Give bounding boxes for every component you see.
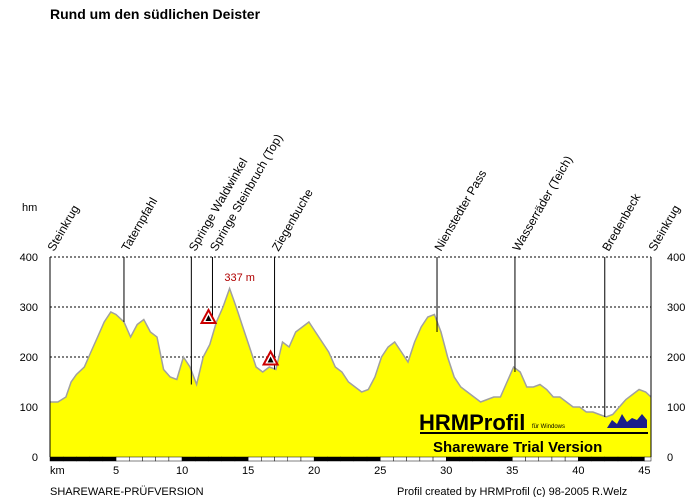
y-tick-label: 0	[32, 452, 38, 464]
x-tick-label: 10	[176, 465, 188, 477]
peak-annotation: 337 m	[224, 272, 255, 284]
y-tick-label-right: 100	[667, 402, 685, 414]
y-tick-label-right: 200	[667, 352, 685, 364]
x-scale-segment	[247, 456, 262, 462]
x-scale-segment	[155, 456, 170, 462]
x-scale-segment	[76, 456, 90, 462]
logo-subtitle: Shareware Trial Version	[433, 439, 602, 456]
y-tick-label-right: 400	[667, 252, 685, 264]
x-tick-label: 5	[113, 465, 119, 477]
waypoint-label: Ziegenbuche	[269, 186, 316, 253]
x-scale-segment	[195, 456, 209, 462]
x-scale-segment	[300, 456, 315, 462]
chart-title: Rund um den südlichen Deister	[50, 6, 261, 22]
x-tick-label: 45	[638, 465, 650, 477]
x-scale-segment	[208, 456, 222, 462]
elevation-line	[50, 286, 652, 418]
x-scale-segment	[525, 456, 539, 462]
y-tick-label: 400	[20, 252, 38, 264]
x-scale-segment	[115, 456, 130, 462]
warning-marker-inner	[267, 356, 274, 363]
x-scale-segment	[630, 456, 645, 462]
x-scale-segment	[102, 456, 117, 462]
x-scale-segment	[591, 456, 606, 462]
x-scale-segment	[62, 456, 77, 462]
x-scale-segment	[142, 456, 156, 462]
hrmprofil-logo: HRMProfil für Windows Shareware Trial Ve…	[419, 410, 648, 456]
x-scale-segment	[393, 456, 407, 462]
warning-marker-inner	[205, 315, 212, 321]
plot-area: 0 0 100 100 200 200 300 300 400 400 km 5 10 15 20 25 30 3…	[20, 132, 686, 477]
footer-right: Profil created by HRMProfil (c) 98-2005 …	[397, 486, 627, 497]
logo-small-text: für Windows	[532, 424, 565, 430]
x-scale-segment	[313, 456, 328, 462]
x-scale-segment	[432, 456, 447, 462]
waypoint-label: Bredenbeck	[599, 190, 644, 253]
x-scale-segment	[379, 456, 394, 462]
y-axis-label: hm	[22, 202, 37, 214]
x-tick-label: 35	[506, 465, 518, 477]
x-scale-segment	[49, 456, 64, 462]
x-scale-segment	[340, 456, 355, 462]
x-scale-segment	[366, 456, 381, 462]
y-tick-label: 100	[20, 402, 38, 414]
waypoint-label: Nienstedter Pass	[431, 167, 489, 253]
x-scale-segment	[181, 456, 196, 462]
x-scale-segment	[406, 456, 421, 462]
x-scale-segment	[129, 456, 143, 462]
waypoint-label: Steinkrug	[645, 203, 682, 254]
footer-left: SHAREWARE-PRÜFVERSION	[50, 486, 204, 497]
x-scale-segment	[287, 456, 302, 462]
x-tick-label: 25	[374, 465, 386, 477]
x-scale-segment	[327, 456, 341, 462]
x-scale-segment	[564, 456, 579, 462]
x-scale-segment	[498, 456, 513, 462]
x-scale-segment	[538, 456, 553, 462]
y-tick-label-right: 300	[667, 302, 685, 314]
x-scale-segment	[578, 456, 592, 462]
x-scale-segment	[234, 456, 249, 462]
x-scale-segment	[446, 456, 460, 462]
x-scale-segment	[472, 456, 487, 462]
x-tick-label: 40	[572, 465, 584, 477]
waypoint-label: Steinkrug	[44, 203, 81, 254]
x-scale-segment	[551, 456, 566, 462]
y-tick-label-right: 0	[667, 452, 673, 464]
x-axis-label: km	[50, 465, 65, 477]
x-tick-label: 15	[242, 465, 254, 477]
x-scale-segment	[459, 456, 473, 462]
waypoint-label: Wasserräder (Teich)	[509, 153, 575, 253]
x-scale-segment	[353, 456, 368, 462]
y-tick-label: 200	[20, 352, 38, 364]
x-scale-segment	[221, 456, 236, 462]
x-scale-segment	[274, 456, 289, 462]
x-scale-segment	[168, 456, 183, 462]
logo-name: HRMProfil	[419, 410, 525, 435]
x-scale-segment	[485, 456, 500, 462]
x-scale-segment	[604, 456, 619, 462]
logo-mountain-icon	[607, 414, 647, 428]
y-tick-label: 300	[20, 302, 38, 314]
x-scale-segment	[89, 456, 104, 462]
x-scale-segment	[419, 456, 434, 462]
x-tick-label: 30	[440, 465, 452, 477]
x-scale-segment	[512, 456, 526, 462]
elevation-area	[50, 288, 651, 457]
x-scale-segment	[644, 456, 652, 462]
x-tick-label: 20	[308, 465, 320, 477]
x-scale-segment	[261, 456, 275, 462]
waypoint-label: Taternpfahl	[118, 195, 160, 253]
x-scale-segment	[617, 456, 632, 462]
